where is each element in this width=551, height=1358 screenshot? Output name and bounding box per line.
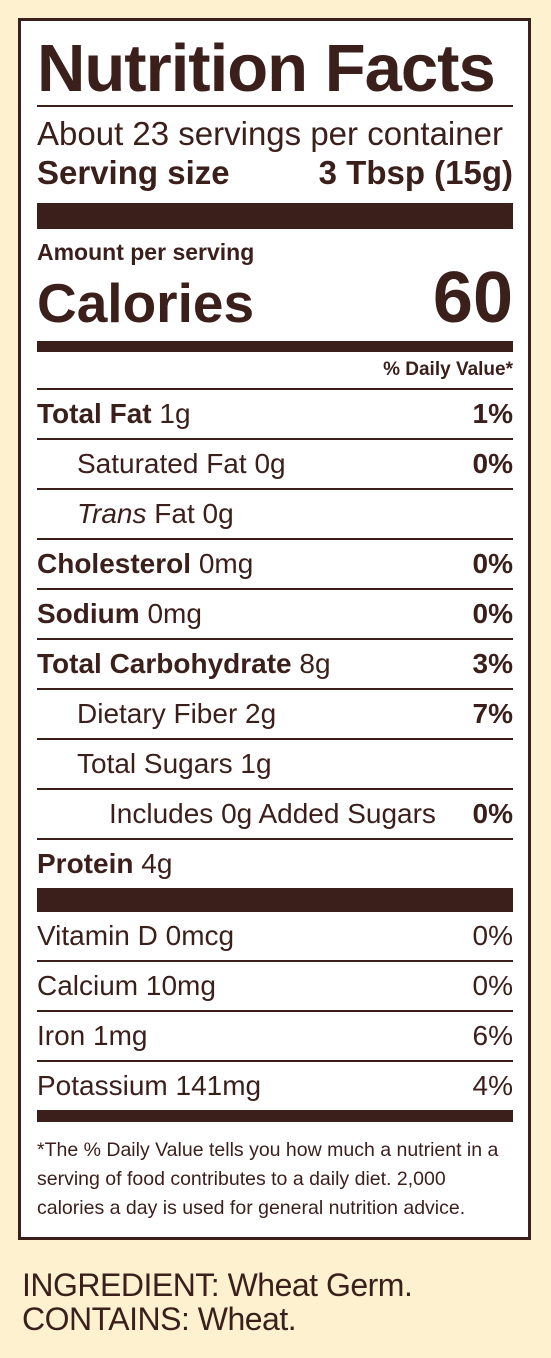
calories-row: Calories 60 <box>37 258 513 338</box>
vitamin-name: Calcium 10mg <box>37 969 216 1001</box>
vitamin-name: Potassium 141mg <box>37 1069 262 1101</box>
nutrient-row-total-fat: Total Fat 1g 1% <box>37 390 513 440</box>
nutrient-dv: 0% <box>472 447 513 479</box>
serving-size-row: Serving size 3 Tbsp (15g) <box>37 156 513 189</box>
nutrition-facts-panel: Nutrition Facts About 23 servings per co… <box>18 18 531 1240</box>
nutrient-row-protein: Protein 4g <box>37 840 513 888</box>
nutrient-dv: 7% <box>472 697 513 729</box>
nutrient-amount: 1g <box>240 747 272 779</box>
nutrient-row-total-sugars: Total Sugars 1g <box>37 740 513 790</box>
nutrient-amount: 1g <box>159 397 191 429</box>
calories-label: Calories <box>37 271 255 334</box>
nutrient-dv: 0% <box>472 547 513 579</box>
calories-value: 60 <box>432 258 513 338</box>
nutrient-row-total-carbohydrate: Total Carbohydrate 8g 3% <box>37 640 513 690</box>
vitamin-dv: 6% <box>472 1019 513 1051</box>
vitamin-name: Vitamin D 0mcg <box>37 919 235 951</box>
nutrient-row-saturated-fat: Saturated Fat 0g 0% <box>37 440 513 490</box>
ingredient-line: INGREDIENT: Wheat Germ. <box>22 1267 413 1303</box>
vitamin-row-potassium: Potassium 141mg 4% <box>37 1062 513 1110</box>
vitamin-dv: 0% <box>472 969 513 1001</box>
serving-size-label: Serving size <box>37 154 230 191</box>
thick-divider <box>37 203 513 229</box>
nutrient-name: Trans <box>77 497 147 529</box>
vitamin-dv: 4% <box>472 1069 513 1101</box>
nutrient-row-trans-fat: Trans Fat 0g <box>37 490 513 540</box>
nutrient-dv: 3% <box>472 647 513 679</box>
nutrient-name: Saturated Fat <box>77 447 247 479</box>
nutrient-name: Total Fat <box>37 397 152 429</box>
vitamin-row-vitamin-d: Vitamin D 0mcg 0% <box>37 912 513 962</box>
nutrient-name: Total Sugars <box>77 747 233 779</box>
amount-per-serving: Amount per serving <box>37 239 255 265</box>
vitamins-divider <box>37 887 513 912</box>
nutrient-amount: 0g <box>202 497 234 529</box>
nutrient-amount: 0g <box>254 447 286 479</box>
nutrient-dv: 0% <box>472 797 513 829</box>
nutrient-row-added-sugars: Includes 0g Added Sugars 0% <box>37 790 513 840</box>
nutrient-dv: 0% <box>472 597 513 629</box>
servings-per-container: About 23 servings per container <box>37 115 503 152</box>
nutrient-row-sodium: Sodium 0mg 0% <box>37 590 513 640</box>
nutrient-amount: 2g <box>245 697 277 729</box>
ingredients-block: INGREDIENT: Wheat Germ. CONTAINS: Wheat. <box>22 1267 413 1337</box>
nutrient-amount: 0mg <box>198 547 254 579</box>
daily-value-header: % Daily Value* <box>37 352 513 390</box>
calories-divider <box>37 340 513 352</box>
vitamin-row-iron: Iron 1mg 6% <box>37 1012 513 1062</box>
daily-value-footnote: *The % Daily Value tells you how much a … <box>37 1138 499 1219</box>
contains-line: CONTAINS: Wheat. <box>22 1301 297 1337</box>
vitamin-dv: 0% <box>472 919 513 951</box>
nutrient-name: Total Carbohydrate <box>37 647 292 679</box>
title-divider <box>37 105 513 107</box>
nutrient-amount: 0mg <box>147 597 202 629</box>
nutrient-name: Dietary Fiber <box>77 697 238 729</box>
nutrient-name: Protein <box>37 847 134 879</box>
nutrient-name-rest: Fat <box>154 497 195 529</box>
serving-size-value: 3 Tbsp (15g) <box>318 154 513 191</box>
nutrient-amount: 8g <box>299 647 331 679</box>
label-title: Nutrition Facts <box>37 31 496 106</box>
vitamin-name: Iron 1mg <box>37 1019 148 1051</box>
vitamin-row-calcium: Calcium 10mg 0% <box>37 962 513 1012</box>
nutrient-name: Cholesterol <box>37 547 192 579</box>
nutrient-dv: 1% <box>472 397 513 429</box>
nutrient-row-cholesterol: Cholesterol 0mg 0% <box>37 540 513 590</box>
nutrient-row-dietary-fiber: Dietary Fiber 2g 7% <box>37 690 513 740</box>
nutrient-name: Includes 0g Added Sugars <box>109 797 436 829</box>
footnote-divider <box>37 1109 513 1122</box>
nutrient-amount: 4g <box>141 847 173 879</box>
nutrient-name: Sodium <box>37 597 140 629</box>
